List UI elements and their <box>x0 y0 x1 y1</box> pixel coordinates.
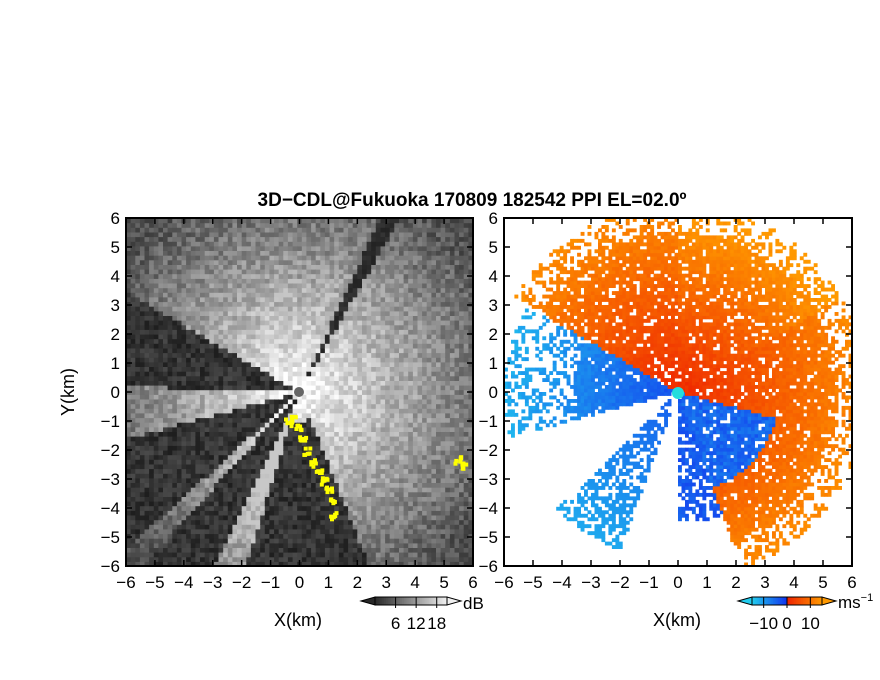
x-tick-label: −3 <box>203 573 222 592</box>
x-tick-label: −2 <box>232 573 251 592</box>
x-axis-label: X(km) <box>274 610 322 630</box>
x-tick-label: −5 <box>523 573 542 592</box>
y-tick-label: 2 <box>111 325 120 344</box>
y-tick-label: −6 <box>479 557 498 576</box>
x-tick-label: 4 <box>410 573 419 592</box>
colorbar-unit-ms: ms−1 <box>838 592 873 612</box>
x-tick-label: −1 <box>261 573 280 592</box>
colorbar-tick-label: −10 <box>749 614 778 633</box>
x-tick-label: 1 <box>702 573 711 592</box>
y-tick-label: −4 <box>101 499 120 518</box>
y-tick-label: 2 <box>489 325 498 344</box>
y-tick-label: 3 <box>489 296 498 315</box>
y-tick-label: 0 <box>489 383 498 402</box>
y-tick-label: 3 <box>111 296 120 315</box>
y-tick-label: 5 <box>111 238 120 257</box>
colorbar-tick-label: 12 <box>407 614 426 633</box>
y-tick-label: −2 <box>101 441 120 460</box>
y-tick-label: 4 <box>111 267 120 286</box>
x-tick-label: −6 <box>494 573 513 592</box>
x-tick-label: 5 <box>818 573 827 592</box>
x-tick-label: −4 <box>552 573 571 592</box>
velocity-field <box>504 218 852 566</box>
x-tick-label: 4 <box>789 573 798 592</box>
y-tick-label: 4 <box>489 267 498 286</box>
y-tick-label: −6 <box>101 557 120 576</box>
colorbar-unit-db: dB <box>463 594 484 613</box>
radar-site-marker <box>672 387 684 399</box>
colorbar-tick-label: 0 <box>782 614 791 633</box>
y-tick-label: 1 <box>111 354 120 373</box>
reflectivity-highlight <box>284 414 469 522</box>
x-tick-label: −3 <box>581 573 600 592</box>
x-tick-label: 0 <box>295 573 304 592</box>
colorbar-tick-label: 10 <box>801 614 820 633</box>
y-tick-label: 6 <box>489 209 498 228</box>
x-tick-label: −1 <box>639 573 658 592</box>
colorbar-tick-label: 6 <box>391 614 400 633</box>
x-tick-label: 2 <box>353 573 362 592</box>
x-tick-label: 6 <box>847 573 856 592</box>
y-tick-label: −5 <box>101 528 120 547</box>
x-tick-label: 5 <box>439 573 448 592</box>
x-tick-label: 3 <box>760 573 769 592</box>
y-axis-label: Y(km) <box>58 368 78 416</box>
y-tick-label: −4 <box>479 499 498 518</box>
x-tick-label: 2 <box>731 573 740 592</box>
x-tick-label: 0 <box>673 573 682 592</box>
y-tick-label: 0 <box>111 383 120 402</box>
y-tick-label: −1 <box>479 412 498 431</box>
y-tick-label: 6 <box>111 209 120 228</box>
x-tick-label: 3 <box>382 573 391 592</box>
y-tick-label: 5 <box>489 238 498 257</box>
y-tick-label: −1 <box>101 412 120 431</box>
colorbar-tick-label: 18 <box>427 614 446 633</box>
reflectivity-field <box>126 218 473 566</box>
y-tick-label: −2 <box>479 441 498 460</box>
y-tick-label: −5 <box>479 528 498 547</box>
y-tick-label: −3 <box>101 470 120 489</box>
y-tick-label: −3 <box>479 470 498 489</box>
radar-site-marker <box>294 387 304 397</box>
x-tick-label: −4 <box>174 573 193 592</box>
reflectivity-colorbar: 6 12 18 <box>359 596 463 633</box>
velocity-colorbar: −10 0 10 <box>736 596 838 633</box>
x-tick-label: −2 <box>610 573 629 592</box>
x-tick-label: 1 <box>324 573 333 592</box>
y-tick-label: 1 <box>489 354 498 373</box>
x-tick-label: −6 <box>116 573 135 592</box>
x-axis-label: X(km) <box>653 610 701 630</box>
x-tick-label: 6 <box>468 573 477 592</box>
velocity-axes: −6 −5 −4 −3 −2 −1 0 1 2 3 4 5 6 −6 −5 −4 −3 −2 −1 0 1 2 3 4 5 6 <box>479 209 857 592</box>
chart-title: 3D−CDL@Fukuoka 170809 182542 PPI EL=02.0… <box>258 190 687 211</box>
x-tick-label: −5 <box>145 573 164 592</box>
